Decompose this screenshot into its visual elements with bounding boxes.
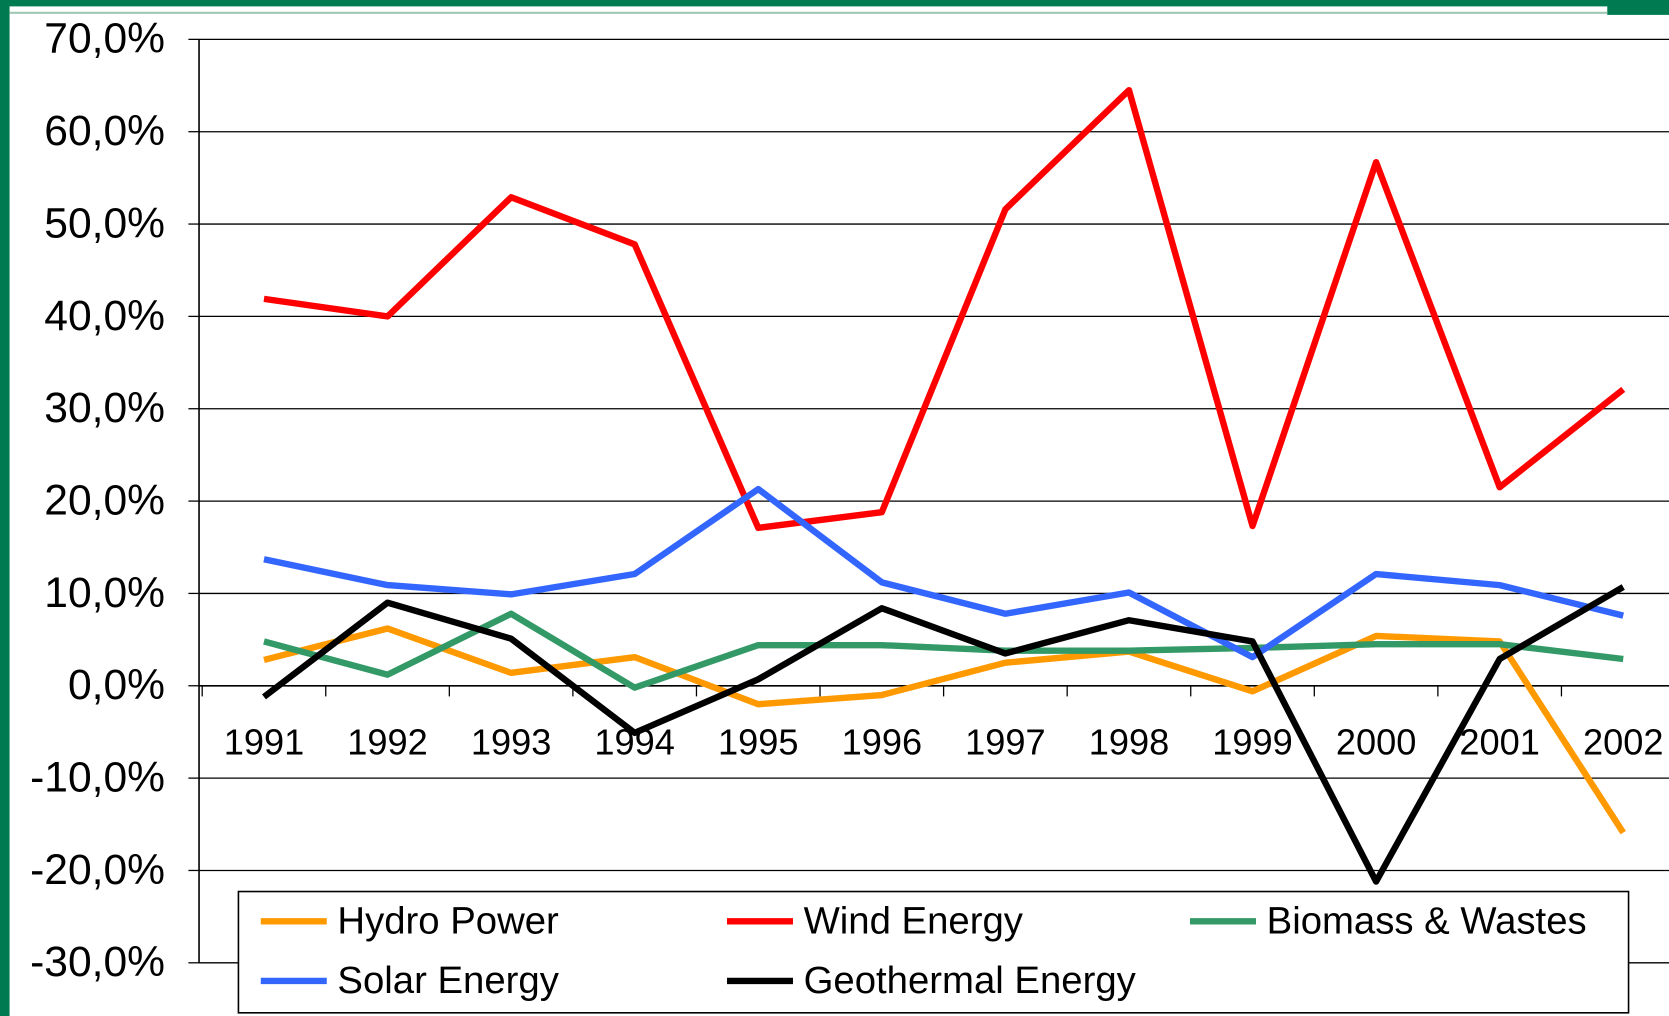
- y-tick-label: 40,0%: [44, 292, 165, 340]
- x-tick-label: 1993: [471, 721, 551, 762]
- legend-label: Hydro Power: [337, 900, 559, 943]
- x-tick-label: 1998: [1089, 721, 1169, 762]
- y-tick-label: 20,0%: [44, 476, 165, 524]
- x-tick-label: 1997: [965, 721, 1045, 762]
- y-tick-label: -20,0%: [30, 846, 165, 894]
- x-tick-label: 2002: [1583, 721, 1663, 762]
- x-tick-label: 1991: [224, 721, 304, 762]
- x-tick-label: 1992: [347, 721, 427, 762]
- top-border: [0, 0, 1669, 7]
- left-border: [0, 0, 10, 1016]
- x-tick-label: 2000: [1336, 721, 1416, 762]
- x-tick-label: 1995: [718, 721, 798, 762]
- legend-box: [237, 890, 1630, 1014]
- y-tick-label: -30,0%: [30, 938, 165, 986]
- series-line: [263, 485, 1624, 661]
- x-tick-label: 2001: [1459, 721, 1539, 762]
- y-tick-label: 60,0%: [44, 107, 165, 155]
- legend-label: Biomass & Wastes: [1267, 900, 1587, 943]
- y-tick-label: 10,0%: [44, 569, 165, 617]
- y-tick-label: 70,0%: [44, 15, 165, 63]
- legend-label: Geothermal Energy: [804, 959, 1137, 1002]
- x-tick-label: 1999: [1212, 721, 1292, 762]
- series-line: [263, 610, 1624, 691]
- x-tick-label: 1994: [594, 721, 674, 762]
- y-tick-label: 0,0%: [68, 661, 165, 709]
- series-line: [263, 625, 1626, 835]
- y-tick-label: 50,0%: [44, 199, 165, 247]
- y-tick-label: 30,0%: [44, 384, 165, 432]
- legend-label: Wind Energy: [804, 900, 1024, 943]
- series-line: [262, 584, 1625, 885]
- legend-label: Solar Energy: [337, 959, 559, 1002]
- corner-border: [1607, 0, 1669, 15]
- y-tick-label: -10,0%: [30, 754, 165, 802]
- series-line: [263, 86, 1626, 532]
- x-tick-label: 1996: [842, 721, 922, 762]
